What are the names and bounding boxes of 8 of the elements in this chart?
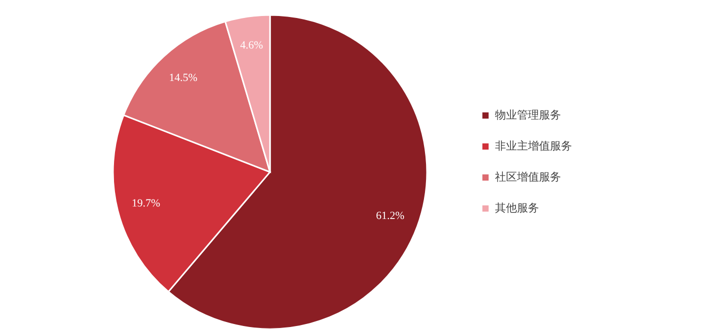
legend-label: 非业主增值服务 — [495, 140, 572, 152]
data-label: 61.2% — [376, 210, 404, 222]
legend-label: 物业管理服务 — [495, 108, 561, 122]
legend-label: 其他服务 — [495, 202, 539, 214]
legend-label: 社区增值服务 — [495, 170, 561, 184]
data-label: 4.6% — [240, 39, 264, 52]
data-label: 14.5% — [169, 72, 198, 84]
data-label: 19.7% — [132, 197, 160, 210]
